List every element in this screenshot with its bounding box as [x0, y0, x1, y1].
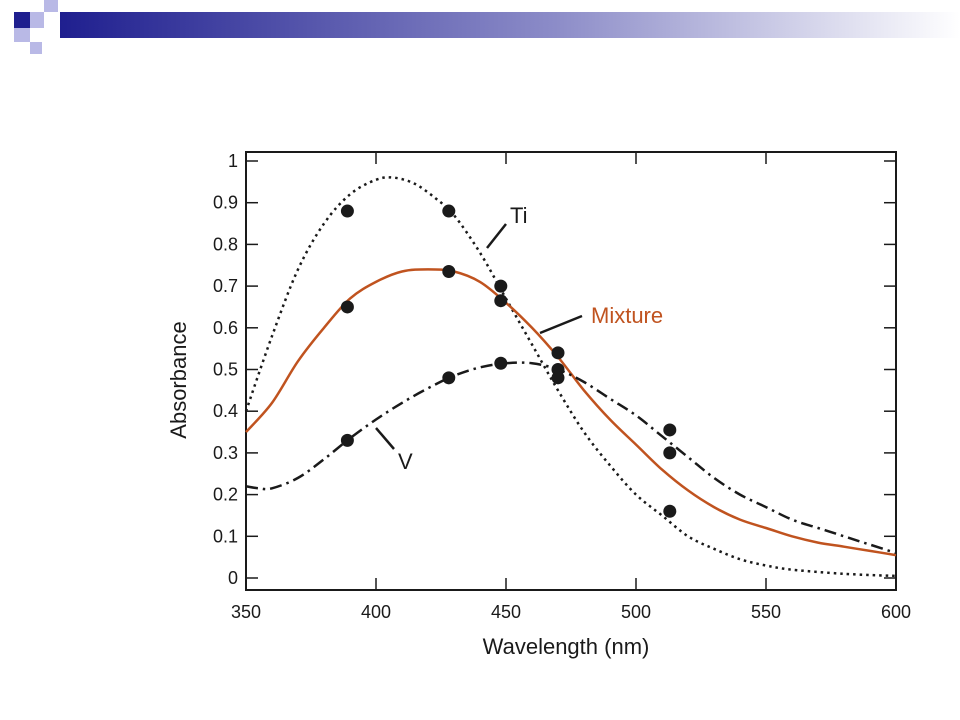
data-point-mixture — [340, 300, 354, 314]
y-tick-label: 0.6 — [213, 318, 238, 338]
data-point-v — [494, 356, 508, 370]
data-point-mixture — [494, 294, 508, 308]
series-label-ti: Ti — [510, 203, 528, 228]
y-tick-label: 0.4 — [213, 401, 238, 421]
data-point-mixture — [442, 265, 456, 279]
y-tick-label: 0.1 — [213, 526, 238, 546]
series-line-ti — [244, 176, 897, 578]
data-point-ti — [494, 279, 508, 293]
y-tick-label: 0.7 — [213, 276, 238, 296]
data-point-mixture — [551, 346, 565, 360]
data-point-ti — [663, 504, 677, 518]
series-label-v: V — [398, 449, 413, 474]
y-tick-label: 0.5 — [213, 360, 238, 380]
slide-header-banner — [0, 0, 960, 54]
y-tick-label: 0.2 — [213, 485, 238, 505]
y-axis-title: Absorbance — [166, 321, 191, 438]
v-leader-line — [375, 427, 395, 450]
data-point-ti — [442, 204, 456, 218]
y-tick-label: 0 — [228, 568, 238, 588]
x-tick-label: 500 — [621, 602, 651, 622]
x-tick-label: 450 — [491, 602, 521, 622]
ti-leader-line — [486, 223, 507, 249]
x-tick-label: 550 — [751, 602, 781, 622]
data-point-ti — [340, 204, 354, 218]
x-axis-title: Wavelength (nm) — [483, 634, 650, 659]
y-tick-label: 1 — [228, 151, 238, 171]
series-label-mixture: Mixture — [591, 303, 663, 328]
x-tick-label: 350 — [231, 602, 261, 622]
plot-frame — [245, 151, 897, 591]
data-point-v — [442, 371, 456, 385]
x-tick-label: 400 — [361, 602, 391, 622]
series-line-mixture — [245, 268, 897, 557]
mixture-leader-line — [539, 314, 583, 335]
y-tick-label: 0.8 — [213, 234, 238, 254]
data-point-v — [340, 433, 354, 447]
data-point-v — [663, 423, 677, 437]
y-tick-label: 0.9 — [213, 193, 238, 213]
data-point-mixture — [663, 446, 677, 460]
x-tick-label: 600 — [881, 602, 911, 622]
series-line-v — [245, 361, 897, 555]
y-tick-label: 0.3 — [213, 443, 238, 463]
data-point-v — [551, 371, 565, 385]
